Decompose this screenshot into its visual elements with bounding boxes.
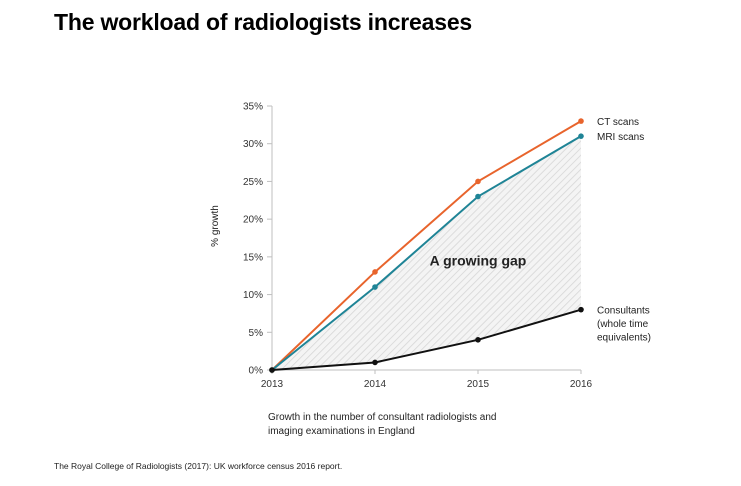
data-point (475, 178, 481, 185)
series-label: (whole time (597, 319, 649, 330)
data-point (475, 193, 481, 200)
y-tick-label: 15% (243, 252, 263, 263)
y-tick-label: 0% (249, 366, 264, 377)
x-tick-label: 2015 (467, 379, 490, 390)
series-label: MRI scans (597, 132, 644, 143)
data-point (578, 133, 584, 139)
x-tick-label: 2016 (570, 379, 593, 390)
y-tick-label: 35% (243, 102, 263, 113)
caption-line: imaging examinations in England (268, 426, 415, 437)
page-title: The workload of radiologists increases (54, 9, 473, 35)
y-tick-label: 25% (243, 177, 263, 188)
annotation-label: A growing gap (430, 253, 527, 269)
series-line (271, 120, 582, 371)
x-tick-label: 2014 (364, 379, 387, 390)
data-point (475, 337, 481, 343)
x-tick-label: 2013 (261, 379, 284, 390)
caption-line: Growth in the number of consultant radio… (268, 412, 497, 423)
shaded-gap-area (272, 136, 581, 370)
data-point (578, 306, 584, 313)
data-point (372, 359, 378, 366)
series-label: Consultants (597, 306, 650, 317)
data-point (269, 367, 275, 373)
series-label: equivalents) (597, 333, 651, 344)
y-tick-label: 30% (243, 139, 263, 150)
series-label: CT scans (597, 117, 639, 128)
y-tick-label: 10% (243, 290, 263, 301)
source-citation: The Royal College of Radiologists (2017)… (54, 461, 343, 471)
y-axis-label: % growth (210, 205, 221, 247)
series-line (271, 308, 582, 371)
data-point (372, 269, 378, 275)
data-point (372, 284, 378, 290)
y-tick-label: 5% (249, 328, 264, 339)
data-point (578, 118, 584, 124)
y-tick-label: 20% (243, 215, 263, 226)
series-line (271, 135, 582, 371)
chart-caption: Growth in the number of consultant radio… (268, 411, 588, 439)
